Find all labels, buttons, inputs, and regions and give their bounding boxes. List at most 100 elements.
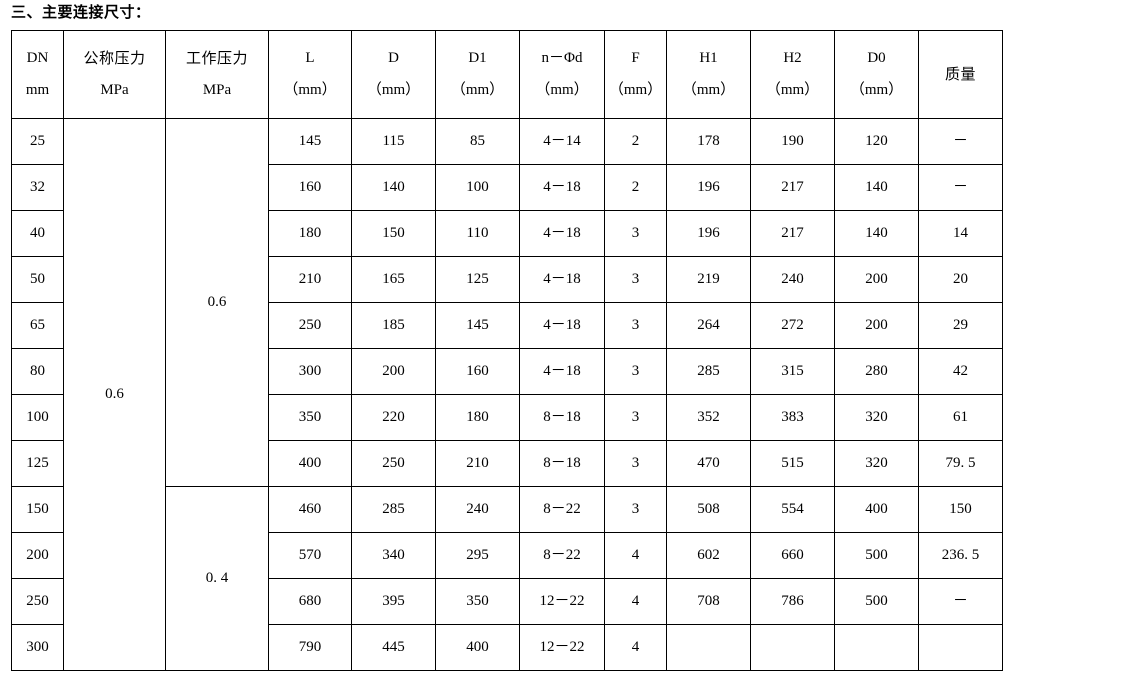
cell-d1: 210 — [435, 440, 520, 487]
cell-l: 180 — [268, 210, 352, 257]
column-header-h2: H2 （mm） — [750, 30, 835, 119]
cell-l: 680 — [268, 578, 352, 625]
cell-h1: 285 — [666, 348, 751, 395]
column-header-unit: （mm） — [366, 82, 421, 98]
cell-h2: 217 — [750, 210, 835, 257]
cell-nphid: 4－18 — [519, 210, 605, 257]
cell-mass: － — [918, 118, 1003, 165]
cell-dn: 250 — [11, 578, 64, 625]
cell-dn: 50 — [11, 256, 64, 303]
column-header-label: n－Φd — [541, 50, 583, 67]
cell-dn: 300 — [11, 624, 64, 671]
cell-h2: 190 — [750, 118, 835, 165]
cell-d0: 500 — [834, 578, 919, 625]
column-header-label: 质量 — [944, 65, 976, 84]
cell-nphid: 8－22 — [519, 486, 605, 533]
cell-d0: 200 — [834, 302, 919, 349]
cell-mass: 20 — [918, 256, 1003, 303]
cell-d1: 145 — [435, 302, 520, 349]
cell-working-pressure: 0. 4 — [165, 486, 269, 671]
cell-d: 285 — [351, 486, 436, 533]
cell-nphid: 12－22 — [519, 578, 605, 625]
cell-l: 570 — [268, 532, 352, 579]
column-header-label: D0 — [867, 50, 886, 67]
cell-f: 3 — [604, 486, 667, 533]
cell-l: 250 — [268, 302, 352, 349]
column-header-d: D （mm） — [351, 30, 436, 119]
cell-nphid: 4－14 — [519, 118, 605, 165]
column-header-pw: 工作压力 MPa — [165, 30, 269, 119]
cell-f: 2 — [604, 118, 667, 165]
table-row: 25 0.6 0.6 145 115 85 4－14 2 178 190 120 － — [11, 118, 1003, 671]
cell-h1: 178 — [666, 118, 751, 165]
cell-d0 — [834, 624, 919, 671]
cell-h2: 786 — [750, 578, 835, 625]
cell-l: 350 — [268, 394, 352, 441]
column-header-label: 工作压力 — [185, 49, 248, 68]
column-header-unit: （mm） — [849, 82, 904, 98]
cell-d1: 160 — [435, 348, 520, 395]
cell-d1: 85 — [435, 118, 520, 165]
cell-d0: 140 — [834, 164, 919, 211]
cell-h2: 515 — [750, 440, 835, 487]
cell-nphid: 4－18 — [519, 348, 605, 395]
cell-d0: 140 — [834, 210, 919, 257]
cell-l: 300 — [268, 348, 352, 395]
column-header-f: F （mm） — [604, 30, 667, 119]
cell-h2: 660 — [750, 532, 835, 579]
column-header-unit: （mm） — [765, 82, 820, 98]
cell-mass: 61 — [918, 394, 1003, 441]
cell-dn: 150 — [11, 486, 64, 533]
cell-l: 790 — [268, 624, 352, 671]
section-heading: 三、主要连接尺寸： — [11, 3, 151, 21]
cell-f: 4 — [604, 578, 667, 625]
cell-h1: 508 — [666, 486, 751, 533]
column-header-unit: （mm） — [681, 82, 736, 98]
cell-mass: 14 — [918, 210, 1003, 257]
cell-nphid: 12－22 — [519, 624, 605, 671]
cell-d: 115 — [351, 118, 436, 165]
table-row: 150 0. 4 460 285 240 8－22 3 508 554 400 150 — [11, 486, 1003, 671]
cell-d: 200 — [351, 348, 436, 395]
table-row: 300 790 445 400 12－22 4 — [11, 624, 1003, 671]
column-header-unit: （mm） — [283, 82, 337, 98]
column-header-nphid: n－Φd （mm） — [519, 30, 605, 119]
cell-l: 400 — [268, 440, 352, 487]
cell-mass — [918, 624, 1003, 671]
cell-l: 145 — [268, 118, 352, 165]
cell-dn: 65 — [11, 302, 64, 349]
cell-h1: 264 — [666, 302, 751, 349]
column-header-label: D1 — [468, 50, 487, 67]
column-header-label: H2 — [783, 50, 802, 67]
cell-mass: 42 — [918, 348, 1003, 395]
cell-nphid: 4－18 — [519, 302, 605, 349]
cell-f: 3 — [604, 440, 667, 487]
cell-nominal-pressure: 0.6 — [63, 118, 166, 671]
cell-h2 — [750, 624, 835, 671]
column-header-label: DN — [26, 50, 49, 67]
cell-dn: 80 — [11, 348, 64, 395]
column-header-label: 公称压力 — [83, 49, 146, 68]
table-row: 65 250 185 145 4－18 3 264 272 200 29 — [11, 302, 1003, 349]
cell-d: 220 — [351, 394, 436, 441]
table-body: DN mm 公称压力 MPa 工作压力 MPa L （mm） D （mm） D1 （mm） n－Φd （m… — [11, 30, 1003, 671]
cell-working-pressure: 0.6 — [165, 118, 269, 487]
cell-d0: 280 — [834, 348, 919, 395]
cell-d0: 320 — [834, 394, 919, 441]
cell-f: 3 — [604, 302, 667, 349]
column-header-l: L （mm） — [268, 30, 352, 119]
column-header-label: D — [388, 50, 399, 67]
column-header-label: H1 — [699, 50, 718, 67]
table-row: 80 300 200 160 4－18 3 285 315 280 42 — [11, 348, 1003, 395]
cell-d: 340 — [351, 532, 436, 579]
table-row: 125 400 250 210 8－18 3 470 515 320 79. 5 — [11, 440, 1003, 487]
column-header-pn: 公称压力 MPa — [63, 30, 166, 119]
cell-d: 185 — [351, 302, 436, 349]
cell-l: 210 — [268, 256, 352, 303]
column-header-d1: D1 （mm） — [435, 30, 520, 119]
cell-d0: 400 — [834, 486, 919, 533]
cell-d: 165 — [351, 256, 436, 303]
cell-d1: 240 — [435, 486, 520, 533]
connection-dimensions-table: DN mm 公称压力 MPa 工作压力 MPa L （mm） D （mm） D1 （mm） n－Φd （m… — [11, 30, 1003, 671]
